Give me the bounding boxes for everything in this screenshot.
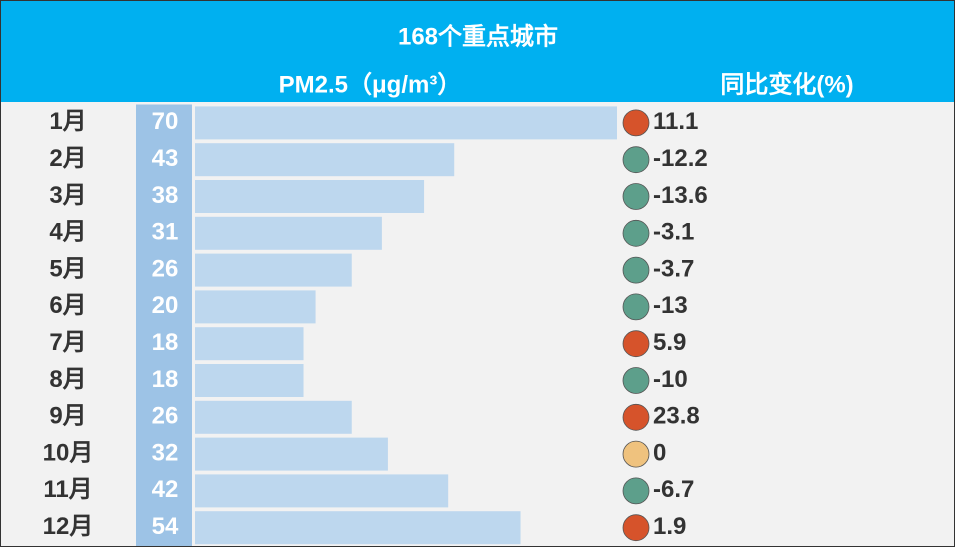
value-label: 18: [152, 329, 179, 356]
month-label: 7月: [49, 329, 86, 356]
label-band: [136, 104, 192, 547]
change-dot: [622, 146, 650, 174]
bar: [195, 474, 449, 508]
month-label: 2月: [49, 145, 86, 172]
bar: [195, 437, 388, 471]
value-label: 32: [152, 439, 179, 466]
change-label: 11.1: [653, 108, 698, 135]
month-label: 9月: [49, 403, 86, 430]
month-label: 12月: [43, 513, 94, 540]
value-label: 43: [152, 145, 179, 172]
value-label: 42: [152, 476, 179, 503]
bar: [195, 143, 455, 177]
bar: [195, 400, 352, 434]
change-dot: [622, 256, 650, 284]
change-label: -10: [653, 366, 688, 393]
month-label: 11月: [43, 476, 92, 503]
value-label: 20: [152, 292, 179, 319]
month-label: 3月: [49, 182, 86, 209]
month-label: 1月: [49, 108, 86, 135]
value-label: 31: [152, 219, 179, 246]
bar: [195, 106, 617, 140]
month-label: 6月: [49, 292, 86, 319]
change-label: -3.1: [653, 219, 694, 246]
bar: [195, 364, 304, 397]
month-label: 4月: [49, 219, 86, 246]
change-dot: [622, 477, 650, 505]
pm-header: PM2.5（μg/m³）: [279, 71, 462, 98]
change-label: -3.7: [653, 255, 694, 282]
month-label: 5月: [49, 255, 86, 282]
value-label: 54: [152, 513, 179, 540]
header-band: [0, 0, 955, 102]
bar: [195, 290, 316, 324]
value-label: 18: [152, 366, 179, 393]
bar: [195, 216, 382, 250]
change-dot: [622, 330, 650, 358]
value-label: 26: [152, 255, 179, 282]
bar: [195, 253, 352, 287]
value-label: 26: [152, 403, 179, 430]
change-label: -13.6: [653, 182, 708, 209]
change-dot: [622, 183, 650, 210]
change-dot: [622, 109, 650, 137]
change-header: 同比变化(%): [720, 70, 853, 98]
bar: [195, 180, 425, 213]
month-label: 10月: [43, 439, 94, 466]
change-dot: [622, 514, 650, 542]
value-label: 38: [152, 182, 179, 209]
value-label: 70: [152, 108, 179, 135]
change-label: -13: [653, 292, 688, 319]
bar: [195, 327, 304, 361]
change-dot: [622, 293, 650, 321]
change-label: 1.9: [653, 513, 686, 540]
month-label: 8月: [49, 366, 86, 393]
chart-title: 168个重点城市: [398, 22, 558, 50]
change-dot: [622, 219, 650, 247]
change-label: -6.7: [653, 476, 694, 503]
change-label: -12.2: [653, 145, 708, 172]
change-dot: [622, 403, 650, 431]
change-dot: [622, 367, 650, 394]
bar: [195, 511, 521, 545]
change-dot: [622, 440, 650, 468]
change-label: 0: [653, 439, 666, 466]
change-label: 5.9: [653, 329, 686, 356]
change-label: 23.8: [653, 403, 700, 430]
